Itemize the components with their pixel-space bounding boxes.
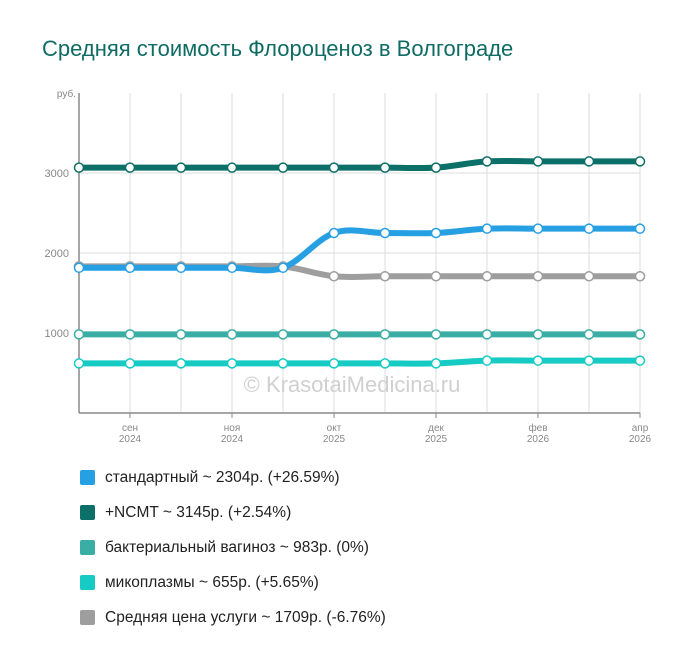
y-axis-label: руб. bbox=[57, 88, 76, 100]
data-point bbox=[328, 329, 340, 340]
data-point bbox=[73, 358, 85, 369]
data-point bbox=[583, 271, 595, 282]
x-tick-year: 2026 bbox=[527, 434, 550, 445]
x-tick-month: фев bbox=[528, 422, 547, 434]
legend-item[interactable]: Средняя цена услуги ~ 1709р. (-6.76%) bbox=[80, 600, 386, 635]
data-point bbox=[430, 358, 442, 369]
data-point bbox=[175, 329, 187, 340]
data-point bbox=[430, 271, 442, 282]
data-point bbox=[226, 262, 238, 274]
legend-label: Средняя цена услуги ~ 1709р. (-6.76%) bbox=[105, 608, 386, 626]
data-point bbox=[175, 358, 187, 369]
data-point bbox=[73, 162, 85, 173]
data-point bbox=[481, 156, 493, 167]
legend-item[interactable]: стандартный ~ 2304р. (+26.59%) bbox=[80, 460, 386, 495]
data-point bbox=[73, 262, 85, 274]
data-point bbox=[583, 355, 595, 366]
data-point bbox=[583, 156, 595, 167]
data-point bbox=[328, 162, 340, 173]
legend-label: бактериальный вагиноз ~ 983р. (0%) bbox=[105, 538, 369, 556]
legend-swatch bbox=[80, 470, 95, 485]
data-point bbox=[583, 223, 595, 234]
data-point bbox=[379, 358, 391, 369]
data-point bbox=[481, 355, 493, 366]
data-point bbox=[175, 162, 187, 173]
x-tick-year: 2024 bbox=[119, 434, 142, 445]
y-tick-label: 1000 bbox=[45, 328, 69, 340]
line-chart: 100020003000руб.сен2024ноя2024окт2025дек… bbox=[45, 88, 652, 445]
legend-item[interactable]: микоплазмы ~ 655р. (+5.65%) bbox=[80, 565, 386, 600]
x-tick-year: 2026 bbox=[629, 434, 652, 445]
data-point bbox=[175, 262, 187, 274]
data-point bbox=[124, 358, 136, 369]
series-line bbox=[76, 357, 643, 367]
data-point bbox=[226, 162, 238, 173]
legend: стандартный ~ 2304р. (+26.59%) +NCMT ~ 31… bbox=[80, 460, 386, 635]
legend-label: микоплазмы ~ 655р. (+5.65%) bbox=[105, 573, 319, 591]
legend-swatch bbox=[80, 610, 95, 625]
series-line bbox=[76, 157, 643, 172]
y-tick-label: 3000 bbox=[45, 168, 69, 180]
data-point bbox=[124, 162, 136, 173]
data-point bbox=[124, 262, 136, 274]
data-point bbox=[226, 358, 238, 369]
data-point bbox=[532, 329, 544, 340]
data-point bbox=[532, 271, 544, 282]
data-point bbox=[328, 358, 340, 369]
data-point bbox=[277, 162, 289, 173]
data-point bbox=[430, 329, 442, 340]
x-tick-month: сен bbox=[122, 423, 138, 434]
x-tick-year: 2025 bbox=[425, 434, 448, 445]
data-point bbox=[379, 329, 391, 340]
x-tick-year: 2025 bbox=[323, 434, 346, 445]
data-point bbox=[481, 271, 493, 282]
watermark: © KrasotaiMedicina.ru bbox=[244, 372, 461, 397]
data-point bbox=[634, 329, 646, 340]
data-point bbox=[379, 227, 391, 239]
chart-title: Средняя стоимость Флороценоз в Волгоград… bbox=[42, 36, 514, 61]
data-point bbox=[430, 227, 442, 239]
x-tick-month: дек bbox=[428, 423, 444, 434]
x-tick-year: 2024 bbox=[221, 434, 244, 445]
legend-swatch bbox=[80, 540, 95, 555]
data-point bbox=[532, 156, 544, 167]
data-point bbox=[226, 329, 238, 340]
data-point bbox=[634, 355, 646, 366]
data-point bbox=[481, 223, 493, 234]
legend-label: стандартный ~ 2304р. (+26.59%) bbox=[105, 468, 340, 486]
legend-item[interactable]: бактериальный вагиноз ~ 983р. (0%) bbox=[80, 530, 386, 565]
data-point bbox=[583, 329, 595, 340]
y-tick-label: 2000 bbox=[45, 248, 69, 260]
legend-label: +NCMT ~ 3145р. (+2.54%) bbox=[105, 503, 292, 521]
data-point bbox=[277, 262, 289, 274]
data-point bbox=[481, 329, 493, 340]
data-point bbox=[277, 329, 289, 340]
data-point bbox=[430, 162, 442, 173]
data-point bbox=[124, 329, 136, 340]
legend-swatch bbox=[80, 505, 95, 520]
data-point bbox=[634, 223, 646, 234]
data-point bbox=[277, 358, 289, 369]
data-point bbox=[532, 223, 544, 234]
x-tick-month: окт bbox=[327, 423, 342, 434]
data-point bbox=[328, 271, 340, 282]
legend-item[interactable]: +NCMT ~ 3145р. (+2.54%) bbox=[80, 495, 386, 530]
data-point bbox=[634, 271, 646, 282]
x-tick-month: ноя bbox=[224, 423, 241, 434]
data-point bbox=[73, 329, 85, 340]
x-tick-month: апр bbox=[632, 423, 649, 434]
data-point bbox=[328, 227, 340, 239]
data-point bbox=[532, 355, 544, 366]
data-point bbox=[379, 162, 391, 173]
data-point bbox=[634, 156, 646, 167]
legend-swatch bbox=[80, 575, 95, 590]
data-point bbox=[379, 271, 391, 282]
